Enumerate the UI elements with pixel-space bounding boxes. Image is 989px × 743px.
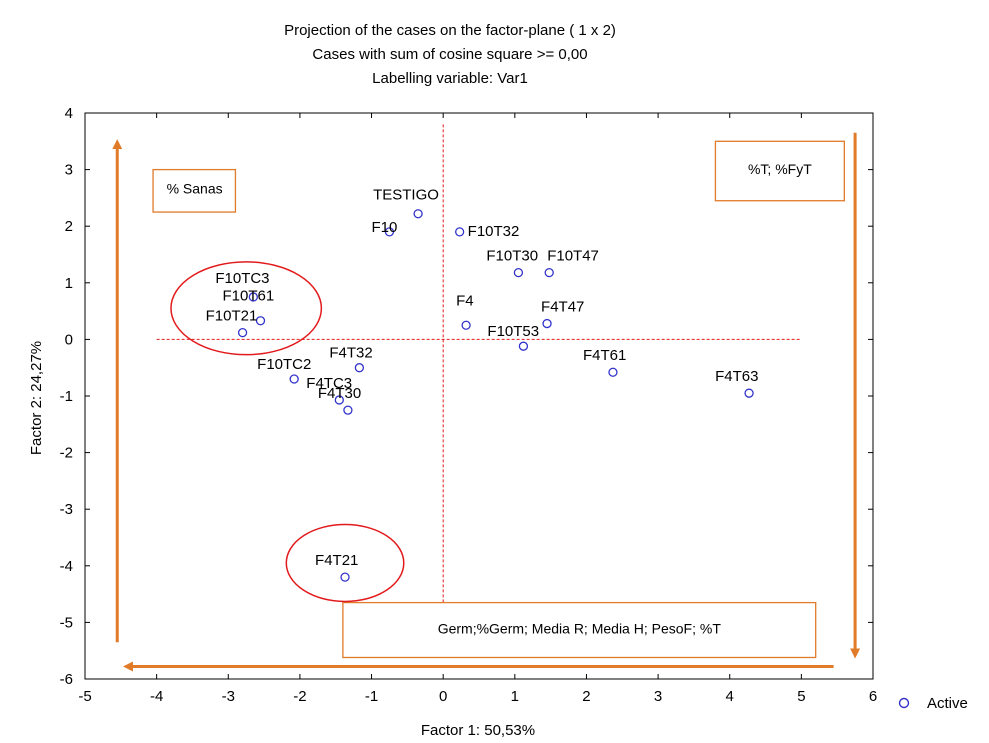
data-point — [744, 388, 754, 398]
point-label: F4T21 — [315, 552, 358, 569]
annotation-box-sanas — [152, 168, 237, 213]
point-label: F4T30 — [318, 385, 361, 402]
reference-lines — [156, 124, 802, 629]
x-tick-label: -1 — [365, 688, 378, 705]
data-point — [413, 209, 423, 219]
y-tick-label: -5 — [60, 614, 73, 631]
x-tick-label: 1 — [511, 688, 519, 705]
highlight-ellipse-left — [170, 261, 323, 356]
data-point — [455, 227, 465, 237]
data-point — [513, 267, 524, 278]
data-point — [334, 395, 344, 405]
highlight-ellipse-bottom — [285, 523, 405, 603]
x-axis-label: Factor 1: 50,53% — [421, 722, 535, 739]
data-point — [237, 327, 248, 338]
point-label: F4T63 — [715, 368, 758, 385]
y-tick-label: -1 — [60, 388, 73, 405]
chart-title: Projection of the cases on the factor-pl… — [284, 22, 616, 39]
data-points: TESTIGO F10 F10T32 F10T30 F10T47 F10TC3F10T61… — [206, 187, 758, 582]
data-point — [542, 318, 552, 329]
y-axis-label: Factor 2: 24,27% — [28, 341, 45, 455]
chart-subtitle-2: Labelling variable: Var1 — [372, 70, 528, 87]
x-tick-label: 2 — [582, 688, 590, 705]
y-tick-label: -6 — [60, 671, 73, 688]
x-tick-label: 6 — [869, 688, 877, 705]
annotation-text-germ: Germ;%Germ; Media R; Media H; PesoF; %T — [438, 621, 722, 637]
x-tick-label: -5 — [78, 688, 91, 705]
data-point — [255, 316, 266, 326]
point-label: F10T47 — [547, 248, 599, 265]
point-label: F10T30 — [486, 248, 538, 265]
data-point — [289, 374, 299, 384]
y-tick-label: 2 — [65, 218, 73, 235]
y-tick-label: 4 — [65, 105, 73, 122]
x-tick-label: 0 — [439, 688, 447, 705]
x-tick-label: 4 — [726, 688, 734, 705]
data-point — [354, 363, 365, 373]
x-tick-label: 3 — [654, 688, 662, 705]
legend-marker — [898, 697, 910, 709]
y-tick-label: 3 — [65, 162, 73, 179]
point-label: F10TC3 — [215, 270, 269, 287]
x-tick-label: -3 — [222, 688, 235, 705]
data-point — [340, 572, 350, 582]
x-tick-label: 5 — [797, 688, 805, 705]
y-tick-label: -4 — [60, 558, 73, 575]
point-label: F10TC2 — [257, 356, 311, 373]
data-point — [544, 267, 554, 278]
x-tick-label: -2 — [293, 688, 306, 705]
point-label: F4T47 — [541, 299, 584, 316]
y-tick-label: 0 — [65, 331, 73, 348]
data-point — [343, 405, 353, 415]
data-point — [384, 227, 395, 237]
data-point — [518, 341, 529, 351]
annotation-text-tfyt: %T; %FyT — [748, 161, 812, 177]
y-axis-ticks: 4 3 2 1 0 -1 -2 -3 -4 -5 -6 — [60, 105, 873, 688]
point-label: F4TC3 — [306, 375, 352, 392]
chart-subtitle: Cases with sum of cosine square >= 0,00 — [312, 46, 587, 63]
y-tick-label: 1 — [65, 275, 73, 292]
y-tick-label: -3 — [60, 501, 73, 518]
point-label: F4T61 — [583, 347, 626, 364]
point-label: F4T32 — [329, 345, 372, 362]
point-label: F10T61 — [223, 288, 275, 305]
data-point — [608, 367, 618, 377]
legend: Active — [898, 695, 968, 712]
annotation-box-tfyt — [714, 140, 845, 202]
point-label: F10T53 — [487, 323, 539, 340]
point-label: F4 — [456, 292, 474, 309]
data-point — [248, 292, 258, 302]
legend-label: Active — [927, 695, 968, 712]
annotations: % Sanas %T; %FyT Germ;%Germ; Media R; Medi… — [112, 132, 861, 672]
y-tick-label: -2 — [60, 445, 73, 462]
point-label: F10T21 — [206, 308, 258, 325]
annotation-text-sanas: % Sanas — [167, 180, 223, 196]
x-tick-label: -4 — [150, 688, 163, 705]
x-axis-ticks: -5 -4 -3 -2 -1 0 1 2 3 4 5 6 — [78, 113, 877, 705]
data-point — [461, 320, 471, 330]
annotation-box-germ — [342, 601, 817, 659]
point-label: F10T32 — [468, 223, 520, 240]
point-label: F10 — [371, 219, 397, 236]
point-label: TESTIGO — [373, 187, 439, 204]
